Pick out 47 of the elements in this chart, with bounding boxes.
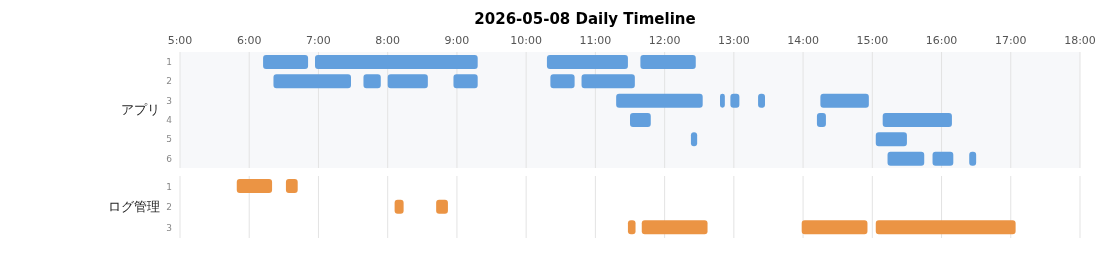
y-tick-label: 3	[166, 222, 172, 233]
bar	[273, 74, 351, 89]
y-tick-label: 4	[166, 114, 173, 125]
x-tick-label: 5:00	[167, 34, 193, 47]
x-tick-label: 15:00	[856, 34, 889, 47]
x-tick-label: 12:00	[648, 34, 681, 47]
x-tick-label: 18:00	[1064, 34, 1096, 47]
bar	[263, 55, 309, 69]
y-tick-label: 2	[166, 76, 172, 87]
bar	[453, 74, 478, 89]
x-tick-label: 9:00	[444, 34, 470, 47]
x-tick-label: 11:00	[579, 34, 612, 47]
y-axis-title: ログ管理	[107, 198, 160, 216]
x-tick-label: 14:00	[787, 34, 819, 47]
y-tick-label: 1	[166, 181, 172, 192]
x-tick-label: 16:00	[925, 34, 958, 47]
bar	[616, 93, 703, 108]
bar	[882, 113, 952, 127]
bar	[387, 74, 428, 89]
x-tick-label: 13:00	[717, 34, 750, 47]
bar	[932, 151, 954, 166]
bar	[363, 74, 381, 89]
bar	[315, 55, 478, 69]
bar	[887, 151, 925, 166]
bar	[550, 74, 575, 89]
y-tick-label: 2	[166, 202, 172, 213]
y-tick-label: 5	[166, 134, 172, 145]
bar	[875, 220, 1016, 235]
bar	[641, 220, 708, 235]
y-axis-title: アプリ	[120, 101, 160, 119]
x-tick-label: 17:00	[994, 34, 1027, 47]
x-tick-label: 8:00	[375, 34, 401, 47]
y-tick-label: 6	[166, 153, 173, 164]
bar	[875, 132, 907, 147]
bar	[640, 55, 696, 69]
bar	[801, 220, 868, 235]
bar	[820, 93, 869, 108]
x-tick-label: 10:00	[510, 34, 543, 47]
chart-title: 2026-05-08 Daily Timeline	[473, 9, 697, 30]
bar	[546, 55, 628, 69]
y-tick-label: 1	[166, 56, 172, 67]
y-tick-label: 3	[166, 95, 172, 106]
x-tick-label: 7:00	[306, 34, 331, 47]
bar	[581, 74, 635, 89]
bar	[236, 179, 273, 193]
x-tick-label: 6:00	[236, 34, 262, 47]
bar	[630, 113, 651, 127]
